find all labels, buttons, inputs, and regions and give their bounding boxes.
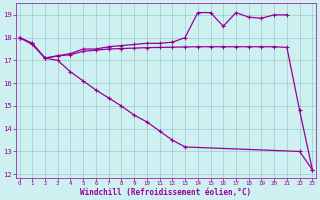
X-axis label: Windchill (Refroidissement éolien,°C): Windchill (Refroidissement éolien,°C) xyxy=(80,188,252,197)
